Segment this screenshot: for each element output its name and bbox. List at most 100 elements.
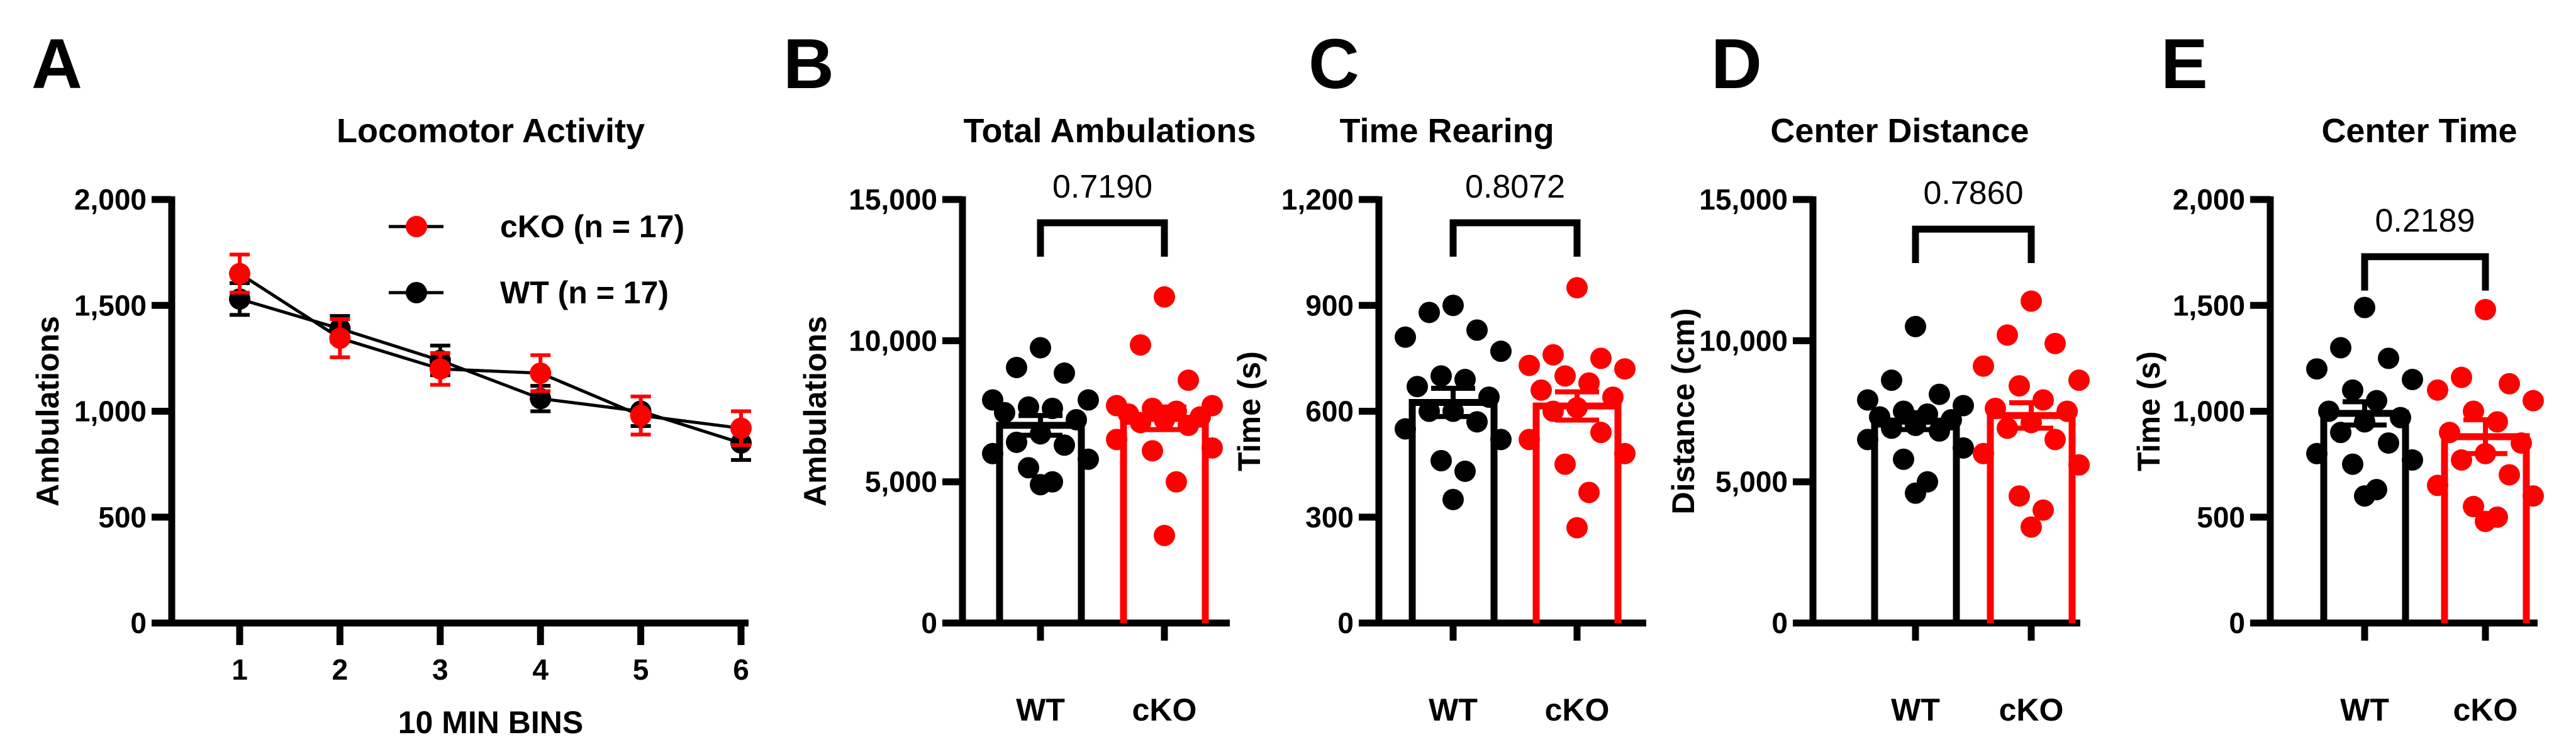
data-point	[2342, 379, 2363, 401]
error-bar	[2463, 417, 2507, 456]
x-tick-label: 3	[432, 653, 449, 686]
y-axis-label: Ambulations	[30, 316, 65, 507]
legend-label: WT (n = 17)	[500, 275, 669, 310]
data-point	[1430, 365, 1452, 387]
data-point	[2402, 449, 2423, 471]
x-tick-label: 5	[633, 653, 649, 686]
data-point	[2044, 429, 2066, 451]
error-bar	[1893, 410, 1938, 432]
data-point	[1018, 457, 1039, 479]
data-point	[1395, 418, 1416, 440]
data-point	[1953, 437, 1974, 459]
y-tick-label: 2,000	[2173, 183, 2245, 216]
data-point	[1985, 398, 2006, 420]
x-tick-label: cKO	[1545, 692, 1610, 727]
data-point	[1590, 422, 1612, 444]
y-tick-label: 15,000	[849, 183, 937, 216]
x-tick-label: cKO	[1132, 692, 1197, 727]
data-point	[1953, 395, 1974, 417]
chart-title: Center Time	[2321, 112, 2517, 150]
data-point	[994, 402, 1015, 424]
data-point	[1154, 286, 1175, 308]
data-point	[2523, 485, 2544, 507]
data-point	[1614, 442, 1636, 464]
data-point	[1442, 488, 1464, 510]
data-point	[1018, 396, 1039, 418]
significance-bracket	[2361, 253, 2489, 291]
bar-group-cko	[1519, 277, 1636, 623]
data-point	[2523, 390, 2544, 412]
data-point	[1166, 471, 1187, 493]
data-point	[1466, 319, 1488, 341]
y-tick-label: 10,000	[849, 324, 937, 357]
data-point	[1881, 417, 1902, 439]
data-point	[329, 327, 351, 349]
panel-a: A Locomotor Activity Ambulations 0 500 1,000 1…	[30, 25, 752, 740]
data-point	[1881, 369, 1902, 391]
legend-label: cKO (n = 17)	[500, 209, 684, 244]
chart-title: Time Rearing	[1339, 112, 1554, 150]
y-tick-label: 0	[1337, 607, 1354, 639]
panel-letter: A	[31, 25, 82, 103]
data-point	[982, 442, 1003, 464]
data-point	[1106, 429, 1127, 451]
panel-e: E Center Time Time (s) 0 500 1,000 1,500 2,000 W…	[2131, 25, 2544, 727]
y-tick-label: 15,000	[1699, 183, 1788, 216]
data-point	[1490, 340, 1512, 362]
data-point	[1490, 429, 1512, 451]
data-point	[1154, 524, 1175, 546]
data-point	[1566, 517, 1588, 539]
data-point	[1542, 400, 1564, 422]
legend-item: WT (n = 17)	[389, 275, 669, 310]
data-point	[2511, 432, 2532, 454]
chart-title: Locomotor Activity	[337, 112, 645, 150]
data-point	[2354, 485, 2375, 507]
legend-item: cKO (n = 17)	[389, 209, 684, 244]
y-axis-label: Distance (cm)	[1666, 308, 1701, 515]
data-point	[2499, 464, 2520, 486]
bar	[1408, 398, 1498, 623]
data-point	[2499, 373, 2520, 395]
data-point	[1030, 337, 1051, 359]
bar-group-cko	[2427, 298, 2544, 623]
data-point	[1929, 420, 1950, 442]
data-point	[2068, 454, 2090, 476]
data-point	[1006, 356, 1027, 378]
data-point	[1454, 369, 1476, 391]
x-tick-label: WT	[2340, 692, 2389, 727]
data-point	[1997, 417, 2018, 439]
error-bar	[1018, 413, 1062, 438]
data-point	[2330, 337, 2351, 359]
y-axis-label: Ambulations	[798, 316, 833, 507]
error-bar	[1431, 386, 1475, 419]
data-point	[2068, 369, 2090, 391]
data-point	[2427, 475, 2448, 497]
data-point	[2318, 400, 2339, 422]
error-bar	[2009, 400, 2053, 431]
data-point	[2032, 389, 2054, 411]
y-tick-label: 1,000	[2173, 395, 2245, 428]
x-tick-label: 1	[231, 653, 248, 686]
bar-group-wt	[1395, 295, 1512, 623]
data-point	[2439, 422, 2460, 444]
y-tick-label: 500	[98, 501, 147, 534]
data-point	[1054, 362, 1075, 384]
x-axis-label: 10 MIN BINS	[398, 705, 584, 740]
data-point	[2475, 510, 2496, 532]
data-point	[2032, 499, 2054, 521]
bar-group-wt	[2306, 296, 2423, 623]
chart-title: Center Distance	[1770, 112, 2029, 150]
data-point	[2306, 358, 2328, 380]
data-point	[2021, 516, 2042, 538]
data-point	[1419, 301, 1440, 323]
data-point	[1130, 334, 1151, 356]
data-point	[2354, 296, 2375, 318]
data-point	[2056, 400, 2078, 422]
data-point	[429, 358, 451, 380]
data-point	[2378, 432, 2399, 454]
data-point	[1478, 386, 1500, 408]
data-point	[1430, 450, 1452, 472]
data-point	[1542, 344, 1564, 366]
data-point	[2378, 347, 2399, 369]
